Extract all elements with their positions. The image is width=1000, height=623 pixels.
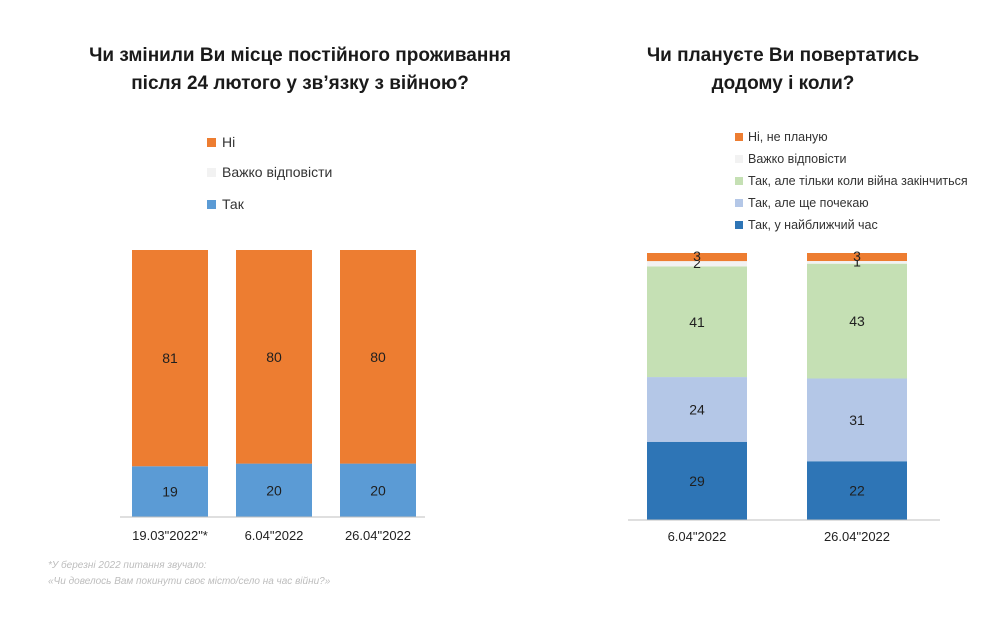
x-tick-label-0-0: 19.03"2022"* xyxy=(132,528,208,543)
legend-label-hard-to-say: Важко відповісти xyxy=(222,164,332,180)
bar-value-label-0-0-2: 81 xyxy=(162,350,178,366)
legend-label-tak: Так xyxy=(222,196,245,212)
bar-segment-0-0-2 xyxy=(132,250,208,467)
bar-segment-1-1-2 xyxy=(807,263,907,379)
right-x-ticks: 6.04"2022 26.04"2022 xyxy=(668,529,890,544)
bar-segment-0-1-2 xyxy=(236,250,312,464)
bar-segment-0-0-0 xyxy=(132,466,208,517)
left-x-ticks: 19.03"2022"* 6.04"2022 26.04"2022 xyxy=(132,528,411,543)
chart-left: Чи змінили Ви місце постійного проживанн… xyxy=(89,45,511,543)
legend-label-wait: Так, але ще почекаю xyxy=(748,196,869,210)
legend-label-ni: Ні xyxy=(222,134,235,150)
bar-value-label-0-0-0: 19 xyxy=(162,484,178,500)
bar-segment-1-0-2 xyxy=(647,266,747,378)
bar-segment-1-1-0 xyxy=(807,461,907,520)
left-chart-title-line2: після 24 лютого у зв’язку з війною? xyxy=(131,73,469,94)
x-tick-label-0-2: 26.04"2022 xyxy=(345,528,411,543)
bar-value-label-0-2-2: 80 xyxy=(370,349,386,365)
chart-right: Чи плануєте Ви повертатись додому і коли… xyxy=(628,45,968,544)
bar-segment-1-0-4 xyxy=(647,253,747,262)
legend-swatch-after-war xyxy=(735,177,743,185)
legend-label-vazhko: Важко відповісти xyxy=(748,152,847,166)
x-tick-label-1-1: 26.04"2022 xyxy=(824,529,890,544)
bar-segment-1-0-1 xyxy=(647,377,747,442)
legend-swatch-soon xyxy=(735,221,743,229)
legend-label-after-war: Так, але тільки коли війна закінчиться xyxy=(748,174,968,188)
bar-segment-1-0-3 xyxy=(647,261,747,267)
footnote-line1: *У березні 2022 питання звучало: xyxy=(48,559,207,571)
footnote-line2: «Чи довелось Вам покинути своє місто/сел… xyxy=(48,576,331,587)
bar-value-label-1-0-0: 29 xyxy=(689,473,705,489)
bar-segment-1-1-1 xyxy=(807,378,907,462)
bar-segment-0-2-2 xyxy=(340,250,416,464)
bar-value-label-1-1-2: 43 xyxy=(849,313,865,329)
bar-value-label-1-1-3: 1 xyxy=(853,253,861,269)
bar-segment-1-1-3 xyxy=(807,261,907,264)
legend-swatch-hard-to-say xyxy=(207,168,216,177)
bar-value-label-1-0-4: 3 xyxy=(693,248,701,264)
left-legend: Ні Важко відповісти Так xyxy=(207,134,332,212)
bar-value-label-1-0-3: 2 xyxy=(693,255,701,271)
legend-swatch-wait xyxy=(735,199,743,207)
left-bars: 19 81 20 80 20 80 xyxy=(132,250,416,517)
bar-value-label-1-1-1: 31 xyxy=(849,412,865,428)
bar-value-label-1-0-2: 41 xyxy=(689,314,705,330)
legend-label-ni-ne-planuyu: Ні, не планую xyxy=(748,130,828,144)
bar-segment-0-2-0 xyxy=(340,463,416,517)
bar-segment-1-0-0 xyxy=(647,441,747,520)
right-chart-title-line1: Чи плануєте Ви повертатись xyxy=(647,45,919,66)
bar-value-label-1-1-4: 3 xyxy=(853,248,861,264)
legend-swatch-ni xyxy=(207,138,216,147)
bar-value-label-0-1-0: 20 xyxy=(266,482,282,498)
legend-swatch-ni-ne-planuyu xyxy=(735,133,743,141)
legend-label-soon: Так, у найближчий час xyxy=(748,218,878,232)
right-chart-title-line2: додому і коли? xyxy=(712,73,855,94)
bar-value-label-1-1-0: 22 xyxy=(849,483,865,499)
bar-value-label-0-2-0: 20 xyxy=(370,482,386,498)
x-tick-label-0-1: 6.04"2022 xyxy=(245,528,304,543)
bar-segment-1-1-4 xyxy=(807,253,907,262)
right-legend: Ні, не планую Важко відповісти Так, але … xyxy=(735,130,968,232)
left-chart-title-line1: Чи змінили Ви місце постійного проживанн… xyxy=(89,45,511,66)
legend-swatch-tak xyxy=(207,200,216,209)
bar-value-label-1-0-1: 24 xyxy=(689,401,705,417)
x-tick-label-1-0: 6.04"2022 xyxy=(668,529,727,544)
bar-value-label-0-1-2: 80 xyxy=(266,349,282,365)
bar-segment-0-1-0 xyxy=(236,463,312,517)
legend-swatch-vazhko xyxy=(735,155,743,163)
